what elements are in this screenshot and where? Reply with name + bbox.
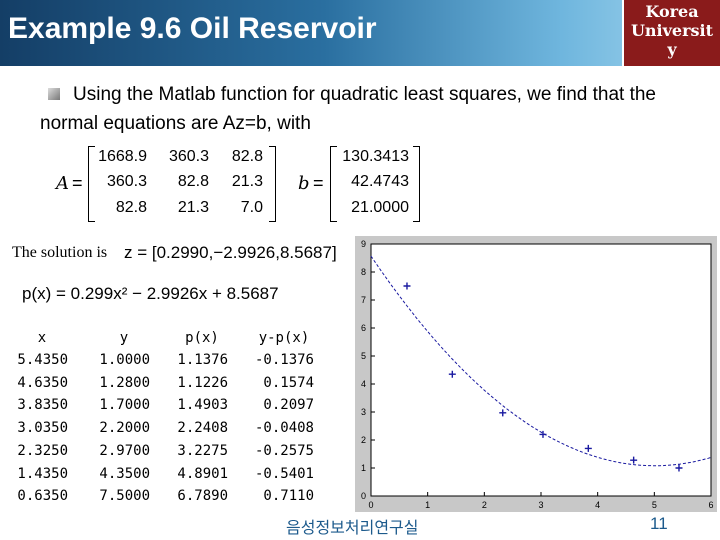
table-header-px: p(x) (185, 330, 219, 346)
table-cell: 0.1574 (263, 374, 314, 391)
y-tick-label: 3 (361, 407, 366, 417)
table-cell: 1.1226 (177, 374, 228, 391)
vector-b: 130.3413 42.4743 21.0000 (330, 146, 420, 222)
vector-b-cell: 21.0000 (351, 199, 409, 216)
table-cell: -0.5401 (254, 465, 314, 482)
table-header-y: y (119, 330, 129, 346)
table-cell: 1.4350 (17, 465, 68, 482)
x-tick-label: 4 (595, 500, 600, 510)
matrix-a-cell: 82.8 (231, 148, 263, 165)
table-cell: 3.8350 (17, 397, 68, 414)
bullet-text: Using the Matlab function for quadratic … (40, 84, 656, 134)
page-number: 11 (650, 514, 668, 533)
table-cell: -0.2575 (254, 442, 314, 459)
vector-b-cell: 130.3413 (342, 148, 409, 165)
polynomial-equation: p(x) = 0.299x² − 2.9926x + 8.5687 (22, 284, 279, 303)
logo-line-1: Korea (645, 2, 699, 21)
data-point (403, 282, 411, 290)
table-cell: 3.0350 (17, 420, 68, 437)
table-cell: -0.0408 (254, 420, 314, 437)
table-cell: 6.7890 (177, 488, 228, 505)
lab-name: 음성정보처리연구실 (286, 520, 419, 537)
table-cell: -0.1376 (254, 352, 314, 368)
y-tick-label: 7 (361, 295, 366, 305)
table-cell: 0.7110 (263, 488, 314, 505)
y-tick-label: 0 (361, 491, 366, 501)
table-cell: 2.2000 (99, 420, 150, 437)
title-bar: Example 9.6 Oil Reservoir Korea Universi… (0, 0, 720, 66)
table-cell: 5.4350 (17, 352, 68, 368)
y-tick-label: 8 (361, 267, 366, 277)
matrix-a-cell: 21.3 (177, 199, 209, 216)
x-tick-label: 0 (368, 500, 373, 510)
table-header-residual: y-p(x) (258, 330, 310, 346)
matrix-a-cell: 82.8 (115, 199, 147, 216)
data-point (675, 464, 683, 472)
fit-curve (370, 255, 712, 467)
fit-plot: 0 1 2 3 4 5 6 0 1 2 3 4 5 6 7 8 9 (355, 236, 717, 512)
table-cell: 4.3500 (99, 465, 150, 482)
table-cell: 1.2800 (99, 374, 150, 391)
matrix-a-label: A (56, 173, 69, 194)
table-cell: 1.4903 (177, 397, 228, 414)
table-cell: 2.2408 (177, 420, 228, 437)
x-tick-label: 3 (538, 500, 543, 510)
table-cell: 2.9700 (99, 442, 150, 459)
slide-title: Example 9.6 Oil Reservoir (8, 12, 377, 45)
solution-label: The solution is (12, 244, 108, 261)
matrix-a-cell: 360.3 (168, 148, 209, 165)
y-tick-label: 6 (361, 323, 366, 333)
university-logo: Korea Universit y (622, 0, 720, 66)
x-tick-label: 2 (482, 500, 487, 510)
equals-sign-b: = (313, 173, 324, 193)
table-cell: 4.8901 (177, 465, 228, 482)
data-point (630, 456, 638, 464)
table-cell: 7.5000 (99, 488, 150, 505)
y-tick-label: 2 (361, 435, 366, 445)
equals-sign-a: = (72, 173, 83, 193)
table-cell: 1.0000 (99, 352, 150, 368)
data-point (448, 370, 456, 378)
data-point (539, 430, 547, 438)
bullet-icon (48, 88, 60, 100)
y-tick-label: 9 (361, 239, 366, 249)
vector-b-label: b (298, 173, 310, 194)
matrix-a-cell: 21.3 (231, 173, 263, 190)
x-tick-label: 6 (708, 500, 713, 510)
matrix-a-cell: 82.8 (177, 173, 209, 190)
x-tick-label: 1 (425, 500, 430, 510)
matrix-a-cell: 7.0 (240, 199, 263, 216)
data-point (499, 409, 507, 417)
logo-line-3: y (667, 40, 677, 59)
table-cell: 4.6350 (17, 374, 68, 391)
vector-b-cell: 42.4743 (351, 173, 409, 190)
matrix-a-cell: 1668.9 (98, 148, 147, 165)
plot-area (370, 243, 712, 497)
table-cell: 3.2275 (177, 442, 228, 459)
table-cell: 0.6350 (17, 488, 68, 505)
solution-vector: z = [0.2990,−2.9926,8.5687] (124, 243, 337, 262)
y-tick-label: 1 (361, 463, 366, 473)
table-cell: 0.2097 (263, 397, 314, 414)
matrix-a-cell: 360.3 (106, 173, 147, 190)
y-tick-label: 5 (361, 351, 366, 361)
table-cell: 1.7000 (99, 397, 150, 414)
data-point (584, 444, 592, 452)
table-cell: 2.3250 (17, 442, 68, 459)
x-tick-label: 5 (652, 500, 657, 510)
matrix-a: 1668.9 360.3 82.8 360.3 82.8 21.3 82.8 2… (88, 146, 276, 222)
table-header-x: x (37, 330, 47, 346)
logo-line-2: Universit (630, 21, 714, 40)
table-cell: 1.1376 (177, 352, 228, 368)
y-tick-label: 4 (361, 379, 366, 389)
